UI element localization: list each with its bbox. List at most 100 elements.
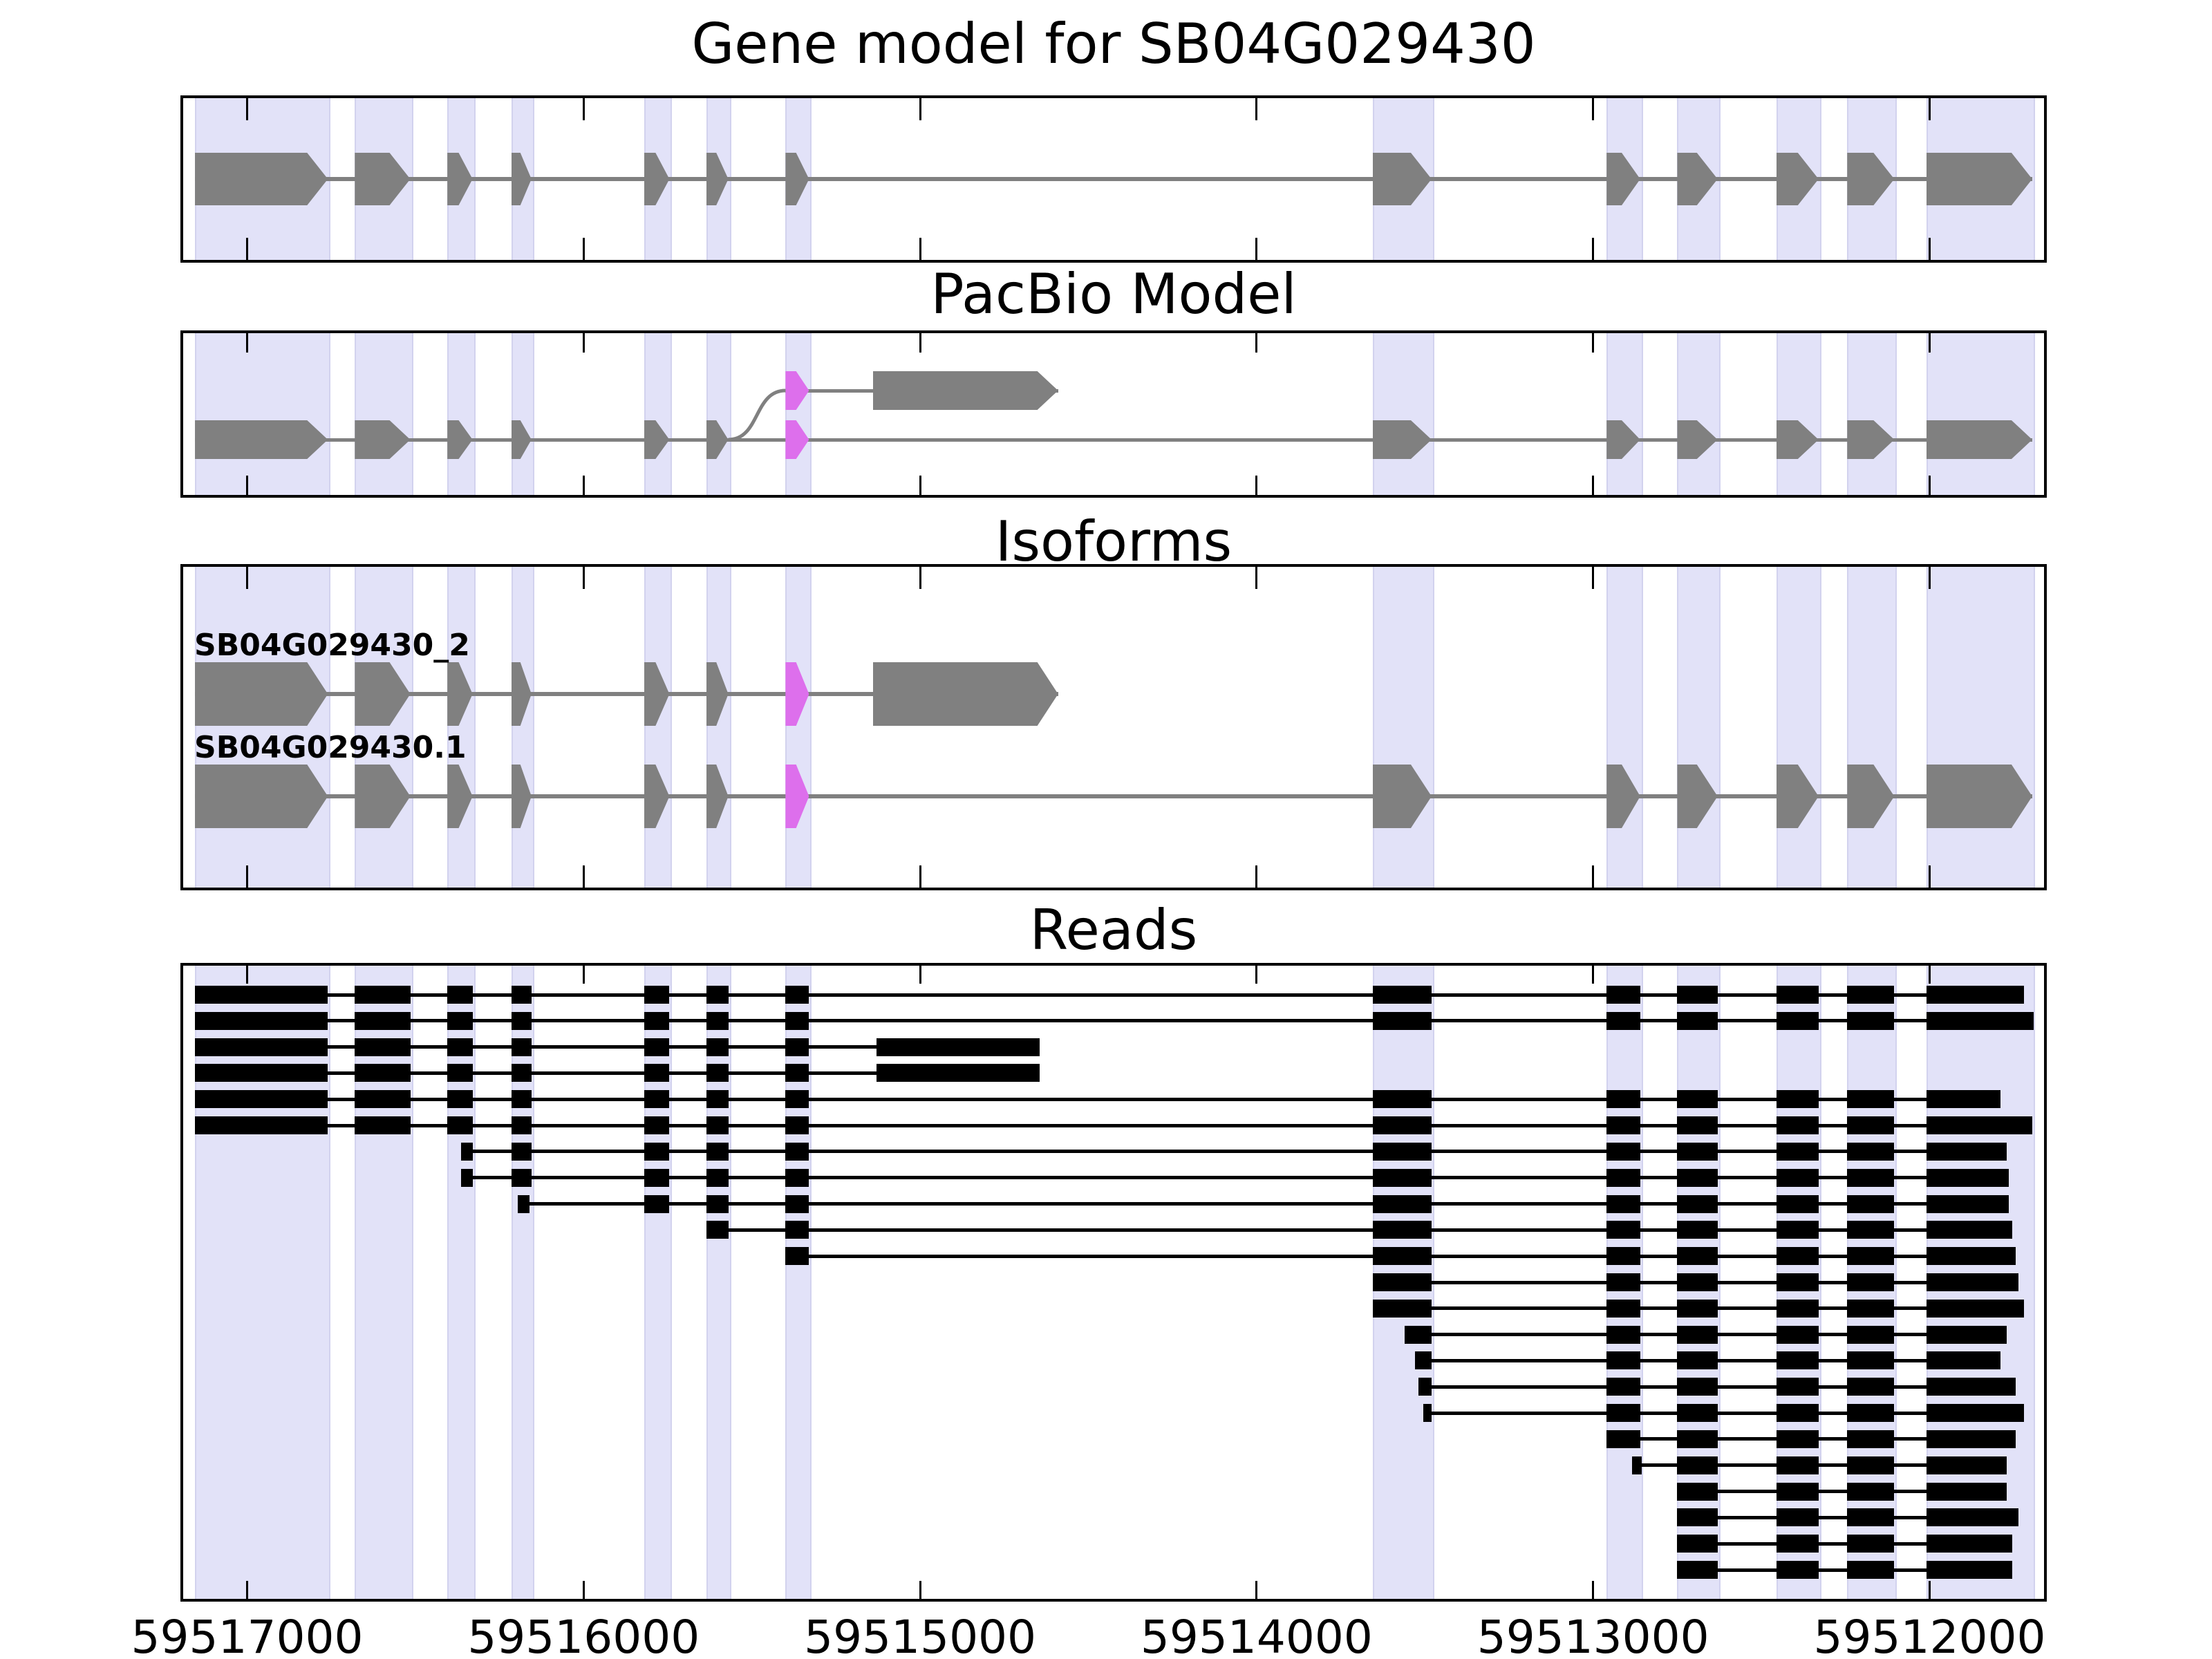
read-exon [644, 1168, 670, 1187]
read-exon [447, 986, 473, 1004]
read-exon [195, 1064, 328, 1082]
read-exon [1847, 1011, 1895, 1030]
intron-line [195, 692, 1058, 696]
read-line [1677, 1568, 2012, 1572]
exon [355, 662, 411, 726]
exon [447, 662, 473, 726]
axis-tick [1928, 238, 1931, 260]
isoform-label: SB04G029430_2 [194, 628, 470, 663]
read-exon [1776, 1011, 1819, 1030]
read-exon [1418, 1378, 1432, 1396]
read-exon [1677, 1482, 1718, 1501]
read-line [195, 1097, 2000, 1101]
axis-tick [582, 567, 585, 589]
axis-tick [1592, 966, 1595, 984]
read-exon [511, 1168, 532, 1187]
read-exon [1847, 1430, 1895, 1448]
axis-tick [1592, 476, 1595, 495]
exon-highlight-band [1372, 333, 1435, 495]
read-exon [1926, 1325, 2007, 1344]
axis-tick [582, 966, 585, 984]
read-line [195, 1071, 1040, 1075]
read-exon [460, 1142, 473, 1161]
read-exon [706, 1038, 729, 1056]
exon-highlight-band [1847, 333, 1897, 495]
exon [1776, 420, 1819, 459]
exon [511, 765, 532, 828]
exon [706, 420, 729, 459]
axis-tick [245, 476, 248, 495]
exon [511, 153, 532, 205]
read-exon [1776, 1221, 1819, 1239]
axis-tick [919, 865, 921, 888]
exon [447, 420, 473, 459]
splice-curve [728, 388, 786, 442]
read-exon [355, 1116, 411, 1135]
read-exon [1677, 1378, 1718, 1396]
axis-tick [582, 1581, 585, 1599]
read-exon [1847, 1299, 1895, 1318]
read-exon [1606, 1325, 1640, 1344]
axis-tick [1255, 1581, 1258, 1599]
exon [1847, 420, 1895, 459]
exon [1926, 153, 2032, 205]
exon [872, 662, 1058, 726]
exon [1372, 765, 1432, 828]
axis-tick-label: 59515000 [804, 1611, 1037, 1659]
axis-tick [919, 476, 921, 495]
read-line [1423, 1411, 2024, 1415]
read-exon [706, 1116, 729, 1135]
read-exon [706, 1221, 729, 1239]
gene-model-track [183, 98, 2044, 260]
read-exon [511, 1116, 532, 1135]
axis-tick [1928, 567, 1931, 589]
pacbio-tracks [183, 333, 2044, 495]
read-exon [195, 1038, 328, 1056]
axis-tick [582, 865, 585, 888]
read-line [1677, 1490, 2007, 1494]
read-exon [1677, 1116, 1718, 1135]
intron-line [195, 438, 2032, 442]
read-exon [1847, 1221, 1895, 1239]
axis-tick [1928, 1581, 1931, 1599]
read-rows [183, 966, 2044, 1599]
read-exon [1926, 1430, 2016, 1448]
read-exon [1776, 1194, 1819, 1213]
read-exon [447, 1064, 473, 1082]
read-exon [1372, 1194, 1432, 1213]
read-exon [355, 1038, 411, 1056]
read-exon [1926, 1378, 2016, 1396]
read-exon [1414, 1351, 1432, 1370]
read-exon [1606, 1168, 1640, 1187]
isoform-label: SB04G029430.1 [194, 730, 467, 765]
read-exon [785, 986, 809, 1004]
exon [1677, 420, 1718, 459]
read-exon [1926, 1299, 2024, 1318]
read-exon [1677, 1247, 1718, 1266]
read-exon [1372, 1299, 1432, 1318]
read-exon [1372, 1221, 1432, 1239]
read-exon [1372, 986, 1432, 1004]
magenta-exon [785, 765, 809, 828]
read-exon [1926, 1221, 2012, 1239]
exon [706, 765, 729, 828]
read-exon [1606, 1378, 1640, 1396]
read-line [1631, 1463, 2007, 1468]
read-exon [447, 1038, 473, 1056]
read-exon [785, 1116, 809, 1135]
read-exon [1926, 1535, 2012, 1553]
axis-tick [1255, 966, 1258, 984]
read-exon [1926, 1351, 2000, 1370]
read-exon [1677, 1325, 1718, 1344]
read-exon [1677, 1404, 1718, 1423]
read-exon [195, 1011, 328, 1030]
axis-tick [245, 238, 248, 260]
exon-highlight-band [1677, 567, 1721, 888]
intron-line [195, 177, 2032, 181]
read-exon [1847, 1535, 1895, 1553]
exon-highlight-band [511, 567, 534, 888]
read-exon [1776, 1116, 1819, 1135]
exon [447, 765, 473, 828]
axis-tick-label: 59512000 [1813, 1611, 2046, 1659]
axis-tick [1255, 865, 1258, 888]
